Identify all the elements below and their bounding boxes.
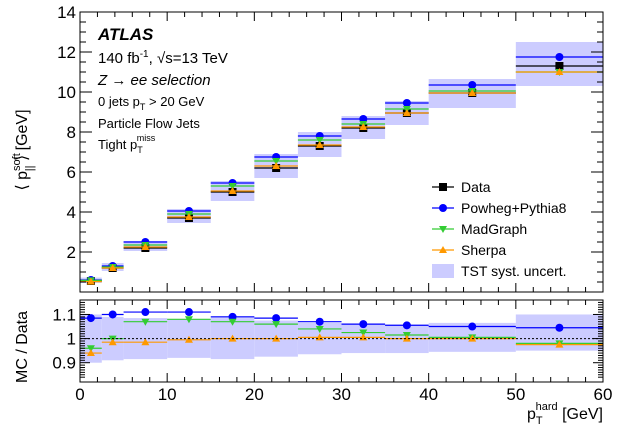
main-powheg-pythia8-point-10 bbox=[555, 53, 564, 61]
ratio-powheg-pythia8-point-0 bbox=[86, 314, 95, 323]
ratio-band-bin-0 bbox=[80, 314, 102, 363]
main-sherpa-point-10 bbox=[555, 68, 564, 75]
legend-label-band: TST syst. uncert. bbox=[461, 263, 567, 279]
ratio-powheg-pythia8-point-2 bbox=[141, 308, 150, 317]
x-tick-label-4: 40 bbox=[419, 385, 438, 404]
x-tick-label-1: 10 bbox=[158, 385, 177, 404]
ratio-madgraph-point-3 bbox=[184, 316, 193, 324]
luminosity-label: 140 fb-1, √s=13 TeV bbox=[98, 49, 228, 67]
y-axis-title: ⟨ psoft|| ⟩ [GeV] bbox=[11, 109, 36, 190]
ratio-sherpa-point-10 bbox=[555, 340, 564, 348]
ratio-powheg-pythia8-point-6 bbox=[315, 317, 324, 326]
main-y-tick-label-3: 8 bbox=[67, 123, 76, 142]
ratio-powheg-pythia8-point-5 bbox=[272, 314, 281, 323]
main-sherpa-point-4 bbox=[228, 187, 237, 194]
legend-label-data: Data bbox=[461, 179, 491, 195]
ratio-powheg-pythia8-point-9 bbox=[468, 322, 477, 331]
legend-marker-madgraph bbox=[439, 226, 447, 233]
legend-label-sherpa: Sherpa bbox=[461, 242, 506, 258]
ratio-powheg-pythia8-point-10 bbox=[555, 323, 564, 332]
main-sherpa-point-8 bbox=[402, 109, 411, 116]
main-y-tick-label-5: 12 bbox=[57, 43, 76, 62]
ratio-y-tick-label-0: 0.9 bbox=[52, 354, 76, 373]
legend-swatch-band bbox=[432, 264, 454, 278]
main-y-tick-label-6: 14 bbox=[57, 3, 76, 22]
ratio-powheg-pythia8-point-8 bbox=[402, 321, 411, 330]
ratio-y-tick-label-1: 1 bbox=[67, 330, 76, 349]
legend-label-madgraph: MadGraph bbox=[461, 221, 527, 237]
x-tick-label-0: 0 bbox=[75, 385, 84, 404]
main-y-tick-label-2: 6 bbox=[67, 163, 76, 182]
main-sherpa-point-9 bbox=[468, 89, 477, 96]
ratio-madgraph-point-4 bbox=[228, 318, 237, 326]
ratio-sherpa-point-2 bbox=[141, 338, 150, 346]
main-y-tick-label-4: 10 bbox=[57, 83, 76, 102]
atlas-label: ATLAS bbox=[97, 25, 154, 44]
ratio-madgraph-point-5 bbox=[272, 321, 281, 329]
main-sherpa-point-3 bbox=[184, 213, 193, 220]
ratio-sherpa-point-8 bbox=[402, 334, 411, 342]
legend: Data Powheg+Pythia8 MadGraph Sherpa TST syst… bbox=[432, 179, 567, 279]
met-working-point-label: Tight pTmiss bbox=[98, 133, 156, 155]
main-sherpa-point-1 bbox=[108, 264, 117, 271]
ratio-madgraph-point-0 bbox=[86, 345, 95, 353]
legend-marker-sherpa bbox=[439, 246, 447, 253]
main-sherpa-point-7 bbox=[359, 123, 368, 130]
ratio-y-tick-label-2: 1.1 bbox=[52, 305, 76, 324]
x-tick-label-5: 50 bbox=[506, 385, 525, 404]
x-tick-label-2: 20 bbox=[245, 385, 264, 404]
jet-selection-label: 0 jets pT > 20 GeV bbox=[98, 94, 205, 112]
jet-algorithm-label: Particle Flow Jets bbox=[98, 116, 200, 131]
main-madgraph-point-5 bbox=[272, 158, 281, 165]
main-data-point-10 bbox=[555, 62, 564, 70]
selection-label: Z → ee selection bbox=[97, 72, 211, 89]
legend-marker-powheg-pythia8 bbox=[439, 204, 447, 212]
main-sherpa-point-2 bbox=[141, 243, 150, 250]
ratio-madgraph-point-6 bbox=[315, 325, 324, 333]
x-tick-label-6: 60 bbox=[594, 385, 613, 404]
ratio-sherpa-point-1 bbox=[108, 338, 117, 346]
main-madgraph-point-6 bbox=[315, 137, 324, 144]
x-axis-title: pThard [GeV] bbox=[527, 401, 603, 427]
main-powheg-pythia8-point-8 bbox=[402, 99, 411, 107]
legend-marker-data bbox=[439, 183, 447, 191]
main-sherpa-point-5 bbox=[272, 162, 281, 169]
ratio-powheg-pythia8-point-7 bbox=[359, 320, 368, 329]
main-sherpa-point-6 bbox=[315, 141, 324, 148]
main-sherpa-point-0 bbox=[86, 277, 95, 285]
ratio-madgraph-point-7 bbox=[359, 329, 368, 337]
ratio-powheg-pythia8-point-3 bbox=[184, 308, 193, 317]
ratio-sherpa-point-3 bbox=[184, 335, 193, 343]
ratio-axes: 0.9 1 1.1 0 10 20 30 40 50 60 bbox=[52, 299, 613, 404]
main-series-layer bbox=[80, 53, 603, 285]
main-powheg-pythia8-point-9 bbox=[468, 81, 477, 89]
main-axes: 2 4 6 8 10 12 14 bbox=[57, 3, 604, 293]
legend-label-powheg-pythia8: Powheg+Pythia8 bbox=[461, 200, 567, 216]
main-y-tick-label-0: 2 bbox=[67, 243, 76, 262]
main-y-tick-label-1: 4 bbox=[67, 203, 76, 222]
ratio-axis-title: MC / Data bbox=[14, 311, 31, 383]
main-madgraph-point-4 bbox=[228, 183, 237, 190]
ratio-sherpa-point-0 bbox=[86, 349, 95, 357]
ratio-powheg-pythia8-point-1 bbox=[108, 310, 117, 319]
ratio-madgraph-point-2 bbox=[141, 318, 150, 326]
x-tick-label-3: 30 bbox=[332, 385, 351, 404]
